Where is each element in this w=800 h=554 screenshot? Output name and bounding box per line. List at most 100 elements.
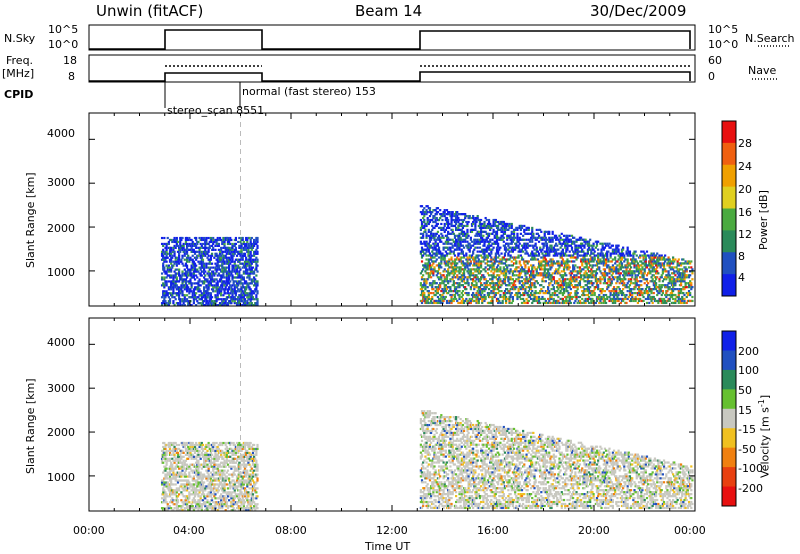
data-cell (597, 284, 600, 287)
data-cell (464, 288, 467, 291)
data-cell (226, 296, 230, 299)
data-cell (162, 300, 165, 303)
data-cell (603, 278, 607, 281)
data-cell (200, 304, 203, 307)
data-cell (203, 294, 206, 297)
data-cell (601, 288, 604, 291)
data-cell (241, 282, 244, 285)
data-cell (589, 286, 592, 289)
data-cell (162, 302, 165, 305)
data-cell (184, 284, 188, 287)
data-cell (658, 299, 661, 303)
data-cell (529, 276, 533, 279)
data-cell (514, 262, 517, 265)
data-cell (454, 297, 458, 301)
data-cell (495, 260, 499, 263)
data-cell (604, 293, 608, 297)
data-cell (583, 288, 586, 291)
data-cell (537, 297, 541, 301)
data-cell (209, 240, 213, 244)
data-cell (510, 222, 513, 226)
data-cell (430, 244, 433, 247)
data-cell (631, 291, 634, 295)
data-cell (248, 278, 251, 281)
data-cell (210, 304, 214, 307)
data-cell (425, 248, 428, 251)
data-cell (443, 278, 446, 281)
data-cell (547, 270, 550, 273)
data-cell (524, 264, 527, 267)
data-cell (627, 262, 630, 265)
data-cell (517, 246, 520, 249)
data-cell (648, 260, 651, 263)
data-cell (221, 304, 224, 307)
data-cell (575, 295, 578, 299)
data-cell (654, 284, 658, 287)
data-cell (180, 278, 183, 281)
data-cell (511, 286, 515, 289)
data-cell (517, 244, 520, 247)
data-cell (435, 207, 438, 210)
data-cell (178, 246, 181, 249)
data-cell (526, 293, 529, 297)
data-cell (479, 232, 483, 235)
data-cell (445, 238, 449, 241)
data-cell (425, 236, 428, 239)
data-cell (490, 224, 493, 228)
data-cell (425, 244, 428, 247)
data-cell (591, 270, 594, 273)
data-cell (495, 240, 499, 243)
data-cell (607, 244, 610, 247)
data-cell (559, 291, 562, 295)
data-cell (225, 246, 228, 249)
data-cell (181, 294, 184, 297)
data-cell (226, 270, 230, 273)
data-cell (457, 293, 460, 297)
data-cell (426, 262, 429, 265)
data-cell (550, 297, 553, 301)
data-cell (245, 286, 248, 289)
data-cell (553, 236, 557, 239)
data-cell (585, 254, 588, 257)
data-cell (562, 266, 566, 269)
data-cell (453, 295, 457, 299)
data-cell (482, 252, 485, 255)
data-cell (223, 304, 226, 307)
data-cell (537, 301, 541, 305)
data-cell (165, 290, 168, 293)
data-cell (559, 246, 562, 249)
data-cell (628, 291, 632, 295)
data-cell (178, 256, 181, 259)
data-cell (178, 274, 181, 277)
data-cell (190, 290, 193, 293)
data-cell (608, 268, 611, 271)
data-cell (422, 236, 425, 239)
data-cell (610, 244, 613, 247)
data-cell (553, 280, 557, 283)
data-cell (217, 272, 220, 275)
data-cell (654, 278, 658, 281)
data-cell (493, 218, 496, 222)
data-cell (255, 268, 258, 271)
data-cell (582, 256, 585, 259)
data-cell (492, 264, 495, 267)
data-cell (475, 293, 478, 297)
data-cell (566, 248, 569, 251)
data-cell (476, 240, 479, 243)
data-cell (575, 276, 578, 279)
data-cell (238, 272, 241, 275)
data-cell (246, 264, 249, 267)
data-cell (229, 252, 232, 255)
data-cell (184, 278, 188, 281)
data-cell (591, 264, 594, 267)
data-cell (472, 272, 475, 275)
data-cell (484, 270, 487, 273)
data-cell (189, 274, 192, 277)
data-cell (540, 272, 543, 275)
data-cell (432, 209, 435, 212)
data-cell (183, 272, 186, 275)
data-cell (470, 216, 474, 220)
data-cell (629, 272, 633, 275)
data-cell (458, 234, 461, 237)
data-cell (222, 254, 225, 257)
